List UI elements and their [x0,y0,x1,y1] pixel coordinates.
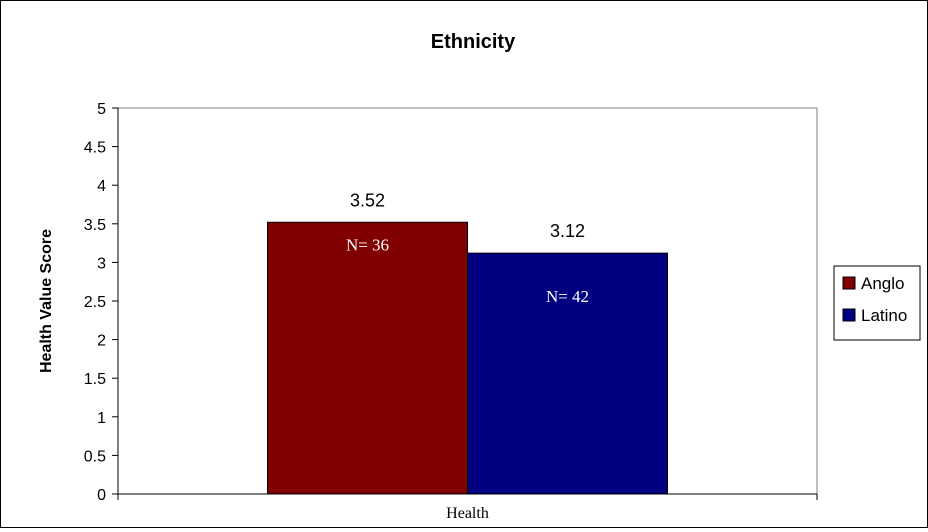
legend-label-anglo: Anglo [861,274,904,293]
x-axis: Health [117,493,818,522]
y-tick-label: 1.5 [84,371,106,388]
data-label: 3.12 [550,221,585,241]
y-axis: 0 0.5 1 1.5 2 2.5 3 3.5 4 4.5 5 [84,101,119,504]
y-tick-label: 2.5 [84,294,106,311]
legend: Anglo Latino [833,265,921,341]
legend-label-latino: Latino [861,306,907,325]
n-annotation: N= 36 [346,235,389,254]
n-annotation: N= 42 [546,287,589,306]
bar-series-group: 3.52 N= 36 3.12 N= 42 [267,190,668,495]
y-tick-label: 1 [97,410,106,427]
legend-swatch-latino [842,308,856,322]
y-tick-label: 5 [97,101,106,118]
y-axis-label: Health Value Score [38,229,55,373]
legend-swatch-anglo [842,276,856,290]
y-tick-label: 4 [97,178,106,195]
y-tick-label: 3 [97,255,106,272]
bar-anglo [267,221,468,495]
y-tick-label: 0 [97,487,106,504]
x-tick-label: Health [446,505,489,522]
data-label: 3.52 [350,190,385,210]
y-tick-label: 3.5 [84,217,106,234]
chart-title: Ethnicity [431,31,516,53]
y-tick-label: 2 [97,333,106,350]
bar-latino [467,252,668,495]
y-tick-label: 4.5 [84,140,106,157]
y-tick-label: 0.5 [84,448,106,465]
